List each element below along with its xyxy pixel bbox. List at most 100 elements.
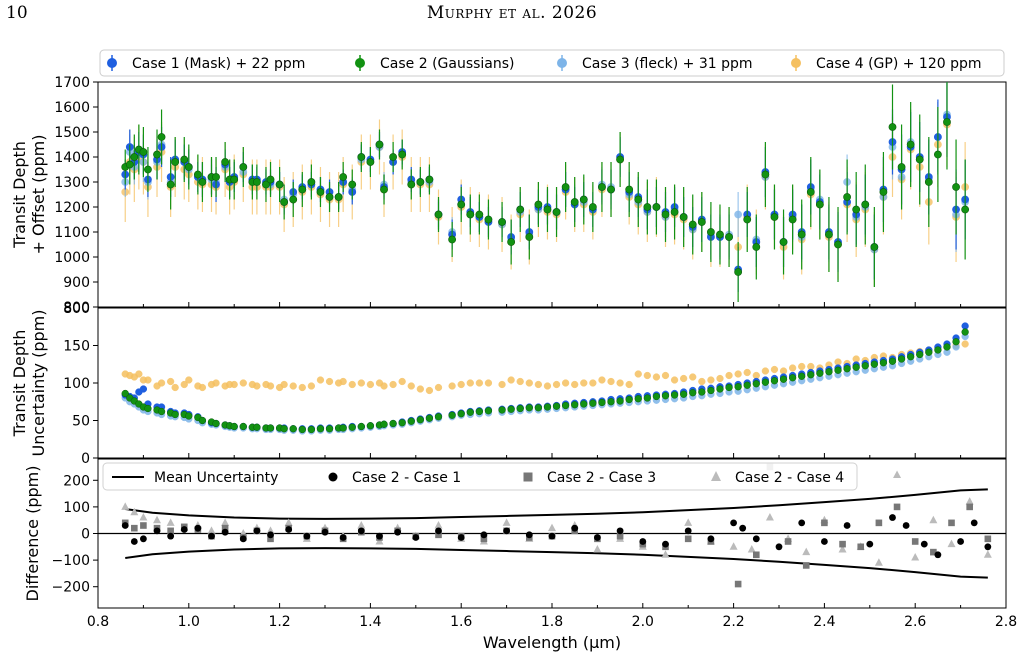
- data-point: [239, 535, 247, 543]
- data-point: [275, 180, 284, 189]
- data-point: [897, 163, 906, 171]
- data-point: [966, 503, 973, 511]
- data-point: [448, 235, 457, 244]
- data-point: [662, 540, 669, 548]
- data-point: [253, 382, 261, 390]
- y-tick-label: 0: [81, 451, 90, 467]
- data-point: [366, 422, 375, 430]
- data-point: [697, 218, 706, 226]
- data-point: [212, 173, 220, 181]
- legend-label: Case 3 (fleck) + 31 ppm: [582, 56, 753, 72]
- data-point: [670, 208, 679, 216]
- data-point: [475, 379, 484, 387]
- data-point: [180, 526, 188, 533]
- data-point: [916, 350, 924, 359]
- data-point: [375, 140, 384, 149]
- data-point: [339, 377, 347, 386]
- data-point: [348, 180, 357, 189]
- data-point: [725, 383, 733, 392]
- data-point: [652, 373, 661, 381]
- data-point: [339, 173, 348, 181]
- data-point: [280, 425, 288, 433]
- data-point: [425, 175, 434, 184]
- data-point: [752, 243, 761, 251]
- data-point: [185, 412, 193, 420]
- data-point: [888, 123, 897, 131]
- data-point: [843, 522, 851, 529]
- data-point: [716, 385, 724, 393]
- data-point: [434, 521, 443, 529]
- data-point: [670, 376, 679, 384]
- data-point: [625, 185, 634, 194]
- data-point: [280, 380, 288, 389]
- y-tick-label: 150: [63, 339, 90, 355]
- y-tick-label: 1500: [54, 125, 90, 141]
- data-point: [267, 535, 274, 543]
- data-point: [834, 366, 842, 374]
- data-point: [616, 532, 624, 540]
- legend-marker: [523, 472, 533, 482]
- data-point: [357, 422, 365, 431]
- data-point: [770, 377, 779, 385]
- data-point: [729, 542, 738, 550]
- data-point: [516, 377, 524, 386]
- data-point: [561, 379, 570, 387]
- data-point: [185, 376, 193, 384]
- data-point: [289, 425, 297, 433]
- data-point: [770, 213, 779, 221]
- data-point: [348, 380, 356, 389]
- data-point: [747, 544, 756, 553]
- data-point: [879, 359, 888, 367]
- legend-label: Case 2 (Gaussians): [380, 56, 515, 72]
- data-point: [843, 193, 851, 201]
- data-point: [875, 519, 883, 527]
- data-point: [920, 540, 928, 548]
- series-4-points: [121, 82, 970, 287]
- mean-uncertainty-line-upper: [125, 488, 988, 520]
- data-point: [716, 230, 724, 239]
- data-point: [207, 526, 216, 534]
- page-number: 10: [6, 3, 28, 23]
- data-point: [394, 528, 402, 536]
- y-axis-label: + Offset (ppm): [29, 134, 48, 254]
- data-point: [398, 419, 406, 427]
- data-point: [502, 518, 511, 526]
- data-point: [775, 543, 783, 551]
- data-point: [166, 180, 175, 189]
- data-point: [643, 371, 651, 380]
- data-point: [457, 410, 465, 418]
- data-point: [184, 163, 193, 171]
- data-point: [212, 379, 220, 387]
- data-point: [961, 340, 969, 348]
- data-point: [734, 268, 743, 276]
- data-point: [589, 379, 597, 387]
- data-point: [267, 531, 274, 539]
- data-point: [943, 118, 951, 126]
- data-point: [543, 382, 552, 390]
- data-point: [484, 215, 493, 224]
- data-point: [130, 153, 139, 161]
- data-point: [806, 188, 815, 196]
- data-point: [325, 377, 334, 386]
- data-point: [498, 406, 506, 414]
- data-point: [466, 408, 474, 416]
- data-point: [412, 534, 420, 541]
- data-point: [389, 419, 397, 428]
- data-point: [284, 518, 293, 526]
- data-point: [516, 404, 524, 413]
- data-point: [825, 230, 833, 239]
- data-point: [970, 519, 978, 527]
- data-point: [911, 552, 920, 561]
- data-point: [316, 188, 325, 196]
- data-point: [434, 210, 443, 219]
- data-point: [680, 390, 688, 398]
- y-tick-label: 1000: [54, 250, 90, 266]
- data-point: [616, 155, 624, 164]
- y-tick-label: 1400: [54, 150, 90, 166]
- data-point: [852, 205, 861, 214]
- data-point: [670, 391, 679, 399]
- data-point: [934, 346, 942, 354]
- data-point: [230, 380, 238, 389]
- y-tick-label: 50: [72, 414, 90, 430]
